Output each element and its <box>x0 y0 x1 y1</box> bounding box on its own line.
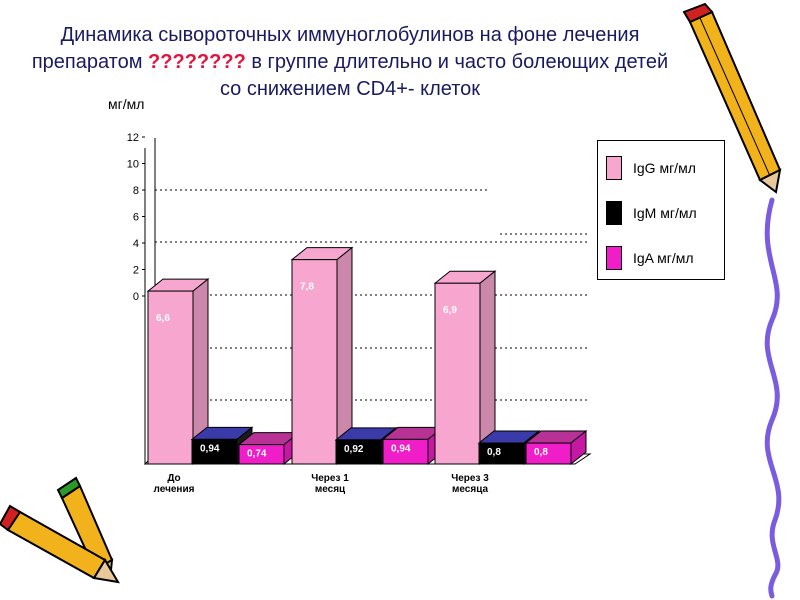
category-labels: До лечения Через 1 месяц Через 3 месяца <box>154 473 490 495</box>
bar: 0,94 <box>381 426 445 466</box>
bar: 0,74 <box>237 431 301 466</box>
squiggle-decoration-icon <box>764 197 782 599</box>
y-tick-label: 10 <box>127 159 139 171</box>
data-label: 6,9 <box>443 305 457 316</box>
pencil-top-right-icon <box>682 2 782 194</box>
pencils-bottom-left-icon <box>0 476 120 584</box>
bar: 6,6 <box>146 278 210 466</box>
bar-front <box>478 442 525 465</box>
y-tick-label: 4 <box>133 238 139 250</box>
x-category-label: До лечения <box>154 473 195 495</box>
bars: 6,6 0,94 0,74 7,8 0,92 0,94 6,9 0,8 0,8 <box>146 246 588 466</box>
y-tick-label: 6 <box>133 212 139 224</box>
bar-front <box>147 290 194 465</box>
title-text-start: Динамика сывороточных иммуноглобулинов н… <box>31 24 640 73</box>
y-tick-label: 2 <box>133 265 139 277</box>
data-label: 0,74 <box>247 449 267 460</box>
bar-front <box>434 282 481 465</box>
bar-front <box>291 259 338 465</box>
data-label: 0,94 <box>200 443 220 454</box>
title-highlight: ???????? <box>148 51 246 73</box>
x-category-label: Через 3 месяца <box>451 473 489 495</box>
bar: 0,94 <box>190 426 254 466</box>
chart-title: Динамика сывороточных иммуноглобулинов н… <box>20 22 680 103</box>
bar-front <box>335 439 382 465</box>
bar: 0,92 <box>334 426 398 466</box>
bar-front <box>525 442 572 465</box>
plot-area <box>143 138 592 465</box>
data-label: 7,8 <box>300 282 314 293</box>
y-axis-label: мг/мл <box>108 96 145 112</box>
y-tick-label: 0 <box>133 291 139 303</box>
legend-swatch <box>606 156 622 180</box>
bar-front <box>382 438 429 465</box>
y-tick-label: 12 <box>127 132 139 144</box>
legend-swatch <box>606 201 622 225</box>
data-label: 0,92 <box>344 444 364 455</box>
data-label: 0,94 <box>391 443 411 454</box>
x-category-label: Через 1 месяц <box>311 473 349 495</box>
legend-label: IgA мг/мл <box>633 250 694 266</box>
data-label: 0,8 <box>534 447 548 458</box>
title-text-end: в группе длительно и часто болеющих дете… <box>219 51 669 100</box>
data-label: 0,8 <box>487 447 501 458</box>
bar: 6,9 <box>433 270 497 466</box>
legend-label: IgM мг/мл <box>633 205 697 221</box>
bar: 0,8 <box>524 429 588 466</box>
y-tick-label: 8 <box>133 185 139 197</box>
bar: 7,8 <box>290 246 354 466</box>
legend-label: IgG мг/мл <box>633 160 696 176</box>
bar-front <box>191 438 238 465</box>
legend: IgG мг/мл IgM мг/мл IgA мг/мл <box>597 140 725 280</box>
data-label: 6,6 <box>156 313 170 324</box>
y-tick-labels: 12 10 8 6 4 2 0 <box>127 132 145 303</box>
bar-front <box>238 444 285 465</box>
legend-swatch <box>606 246 622 270</box>
